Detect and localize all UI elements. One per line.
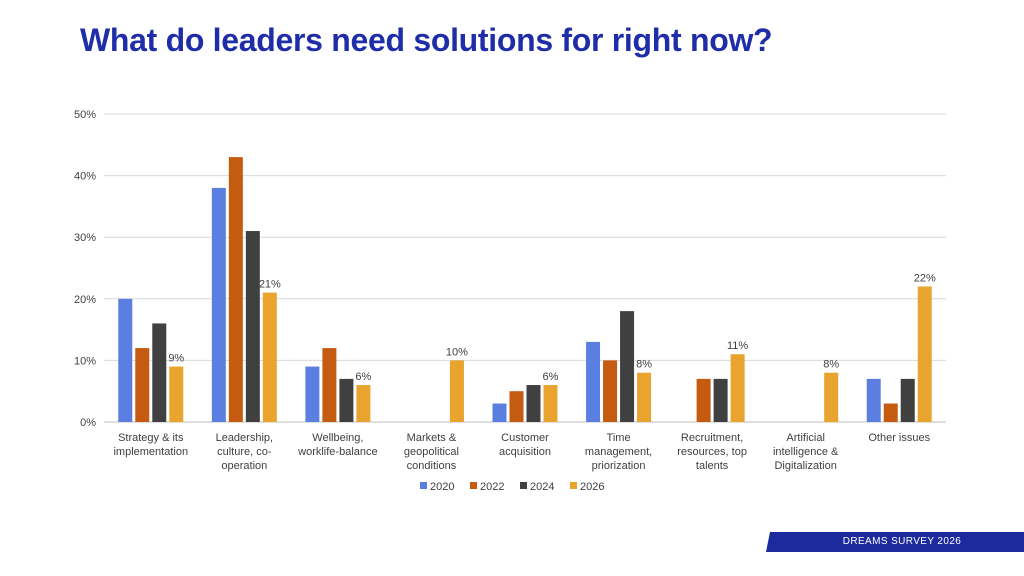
y-tick-label: 50% — [74, 109, 96, 121]
bar-2022 — [603, 360, 618, 422]
bar-2026 — [637, 372, 652, 422]
bar-2020 — [866, 378, 881, 422]
data-label: 21% — [259, 279, 281, 291]
bar-2020 — [492, 403, 507, 422]
footer-banner: DREAMS SURVEY 2026 — [766, 532, 1024, 552]
page-title: What do leaders need solutions for right… — [80, 22, 773, 58]
bar-2026 — [169, 366, 184, 422]
data-label: 9% — [168, 353, 184, 365]
bar-2024 — [900, 378, 915, 422]
bar-2026 — [449, 360, 464, 422]
category-label: Leadership, culture, co-operation — [216, 432, 274, 472]
footer-label: DREAMS SURVEY 2026 — [842, 536, 962, 547]
bar-2026 — [543, 385, 558, 422]
y-tick-label: 30% — [74, 232, 96, 244]
legend-label: 2026 — [580, 481, 604, 493]
y-tick-label: 0% — [80, 417, 96, 429]
bar-2022 — [228, 157, 243, 422]
category-label: Markets & geopolitical conditions — [404, 432, 459, 472]
category-label: Strategy & its implementation — [113, 432, 188, 458]
data-label: 6% — [543, 371, 559, 383]
bar-2024 — [245, 231, 260, 422]
legend-swatch-2026 — [570, 482, 577, 489]
data-label: 8% — [636, 359, 652, 371]
bar-2022 — [135, 348, 150, 422]
data-label: 22% — [914, 272, 936, 284]
legend-swatch-2024 — [520, 482, 527, 489]
legend-label: 2024 — [530, 481, 554, 493]
bar-2024 — [526, 385, 541, 422]
legend-label: 2020 — [430, 481, 454, 493]
bar-2026 — [262, 292, 277, 422]
bar-2020 — [211, 187, 226, 422]
legend-swatch-2020 — [420, 482, 427, 489]
bar-2026 — [730, 354, 745, 422]
data-label: 10% — [446, 346, 468, 358]
bar-2022 — [696, 378, 711, 422]
data-label: 6% — [355, 371, 371, 383]
category-label: Other issues — [868, 432, 930, 444]
category-label: Customer acquisition — [499, 432, 551, 458]
category-label: Artificial intelligence & Digitalization — [773, 432, 839, 472]
bar-2024 — [620, 311, 635, 422]
category-label: Recruitment, resources, top talents — [677, 432, 747, 472]
bar-2024 — [339, 378, 354, 422]
category-label: Time management, priorization — [585, 432, 652, 472]
data-label: 11% — [727, 340, 748, 352]
bar-2026 — [917, 286, 932, 422]
bar-2026 — [356, 385, 371, 422]
bar-2022 — [509, 391, 524, 422]
bar-2024 — [713, 378, 728, 422]
y-tick-label: 20% — [74, 294, 96, 306]
bar-2022 — [883, 403, 898, 422]
y-tick-label: 10% — [74, 355, 96, 367]
bar-2022 — [322, 348, 337, 422]
bar-2020 — [118, 298, 133, 422]
legend-label: 2022 — [480, 481, 504, 493]
bar-2026 — [824, 372, 839, 422]
bar-2020 — [586, 341, 601, 422]
data-label: 8% — [823, 359, 839, 371]
legend-swatch-2022 — [470, 482, 477, 489]
bar-2024 — [152, 323, 167, 422]
category-label: Wellbeing, worklife-balance — [297, 432, 377, 458]
y-tick-label: 40% — [74, 171, 96, 183]
bar-2020 — [305, 366, 320, 422]
